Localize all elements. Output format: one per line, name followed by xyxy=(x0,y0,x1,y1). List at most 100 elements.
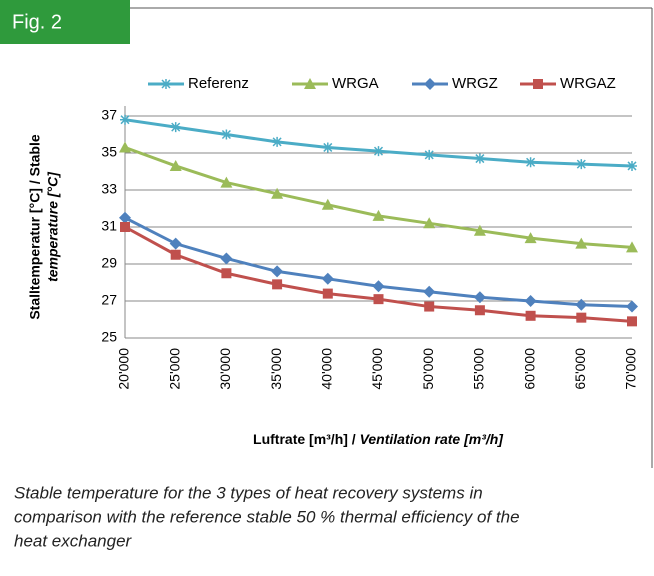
y-tick-label: 25 xyxy=(101,329,117,345)
marker-shape xyxy=(169,159,182,171)
y-axis-label: temperature [°C] xyxy=(45,171,61,282)
marker xyxy=(423,285,436,298)
y-tick-label: 33 xyxy=(101,181,117,197)
marker-shape xyxy=(373,294,384,305)
figure-label: Fig. 2 xyxy=(12,11,62,33)
marker xyxy=(424,78,436,90)
marker xyxy=(220,176,233,188)
y-tick-label: 29 xyxy=(101,255,117,271)
marker xyxy=(474,153,485,164)
marker xyxy=(220,252,233,265)
marker-shape xyxy=(627,316,637,327)
marker xyxy=(524,295,537,307)
marker xyxy=(424,301,435,312)
marker xyxy=(525,157,536,168)
marker xyxy=(627,316,637,327)
marker-shape xyxy=(423,285,436,298)
marker xyxy=(576,159,587,170)
legend-label: WRGA xyxy=(332,75,379,92)
marker-shape xyxy=(372,209,385,221)
marker xyxy=(119,141,131,153)
y-tick-label: 35 xyxy=(101,144,117,160)
x-axis-label-part: Ventilation rate [m³/h] xyxy=(360,431,505,447)
marker xyxy=(271,187,284,199)
marker xyxy=(221,268,232,279)
x-tick-label: 45'000 xyxy=(369,348,385,390)
marker xyxy=(321,272,334,285)
marker-shape xyxy=(272,136,283,147)
marker xyxy=(170,122,181,133)
marker-shape xyxy=(321,272,334,285)
marker-shape xyxy=(161,79,171,89)
marker xyxy=(474,305,485,316)
legend-label: WRGZ xyxy=(452,75,498,92)
legend-label: WRGAZ xyxy=(560,75,616,92)
series-line xyxy=(124,118,633,168)
marker-shape xyxy=(627,160,637,171)
legend-label: Referenz xyxy=(188,75,249,92)
marker xyxy=(120,114,130,125)
marker xyxy=(304,78,316,89)
marker xyxy=(170,249,181,260)
marker-shape xyxy=(474,305,485,316)
marker-shape xyxy=(576,159,587,170)
marker-shape xyxy=(170,122,181,133)
marker xyxy=(373,294,384,305)
marker-shape xyxy=(119,211,131,224)
marker xyxy=(221,129,232,140)
series-line xyxy=(124,216,633,309)
marker-shape xyxy=(423,217,436,229)
marker xyxy=(575,298,588,311)
y-tick-label: 31 xyxy=(101,218,117,234)
marker xyxy=(322,142,333,153)
caption-line: heat exchanger xyxy=(14,531,133,550)
x-tick-label: 25'000 xyxy=(166,348,182,390)
marker xyxy=(473,224,486,236)
marker xyxy=(424,149,435,160)
x-axis-label: Luftrate [m³/h] / Ventilation rate [m³/h… xyxy=(253,431,504,447)
x-tick-label: 55'000 xyxy=(471,348,487,390)
marker xyxy=(373,146,384,157)
marker-shape xyxy=(170,249,181,260)
marker xyxy=(372,209,385,221)
marker-shape xyxy=(626,241,638,253)
marker-shape xyxy=(373,146,384,157)
marker-shape xyxy=(322,288,333,299)
marker xyxy=(533,79,543,89)
marker-shape xyxy=(272,279,283,290)
x-tick-label: 70'000 xyxy=(623,348,639,390)
marker-shape xyxy=(424,301,435,312)
x-tick-label: 50'000 xyxy=(420,348,436,390)
marker xyxy=(372,280,385,293)
caption-line: Stable temperature for the 3 types of he… xyxy=(14,483,483,502)
marker xyxy=(575,237,588,249)
marker xyxy=(322,288,333,299)
marker-shape xyxy=(575,298,588,311)
marker-shape xyxy=(271,265,284,278)
x-tick-label: 40'000 xyxy=(319,348,335,390)
marker-shape xyxy=(221,268,232,279)
marker xyxy=(119,211,131,224)
marker-shape xyxy=(524,295,537,307)
marker-shape xyxy=(424,149,435,160)
marker xyxy=(626,300,638,313)
marker xyxy=(576,312,587,323)
marker-shape xyxy=(271,187,284,199)
x-tick-label: 30'000 xyxy=(217,348,233,390)
marker-shape xyxy=(524,232,537,244)
figure-tag xyxy=(0,0,130,44)
x-tick-label: 60'000 xyxy=(521,348,537,390)
marker xyxy=(524,232,537,244)
y-tick-label: 27 xyxy=(101,292,117,308)
marker xyxy=(161,79,171,89)
marker-shape xyxy=(525,157,536,168)
x-tick-label: 20'000 xyxy=(116,348,132,390)
marker-shape xyxy=(322,142,333,153)
marker xyxy=(271,265,284,278)
marker xyxy=(423,217,436,229)
marker-shape xyxy=(304,78,316,89)
marker-shape xyxy=(321,198,334,210)
marker xyxy=(120,222,130,232)
marker-shape xyxy=(424,78,436,90)
y-tick-label: 37 xyxy=(101,107,117,123)
